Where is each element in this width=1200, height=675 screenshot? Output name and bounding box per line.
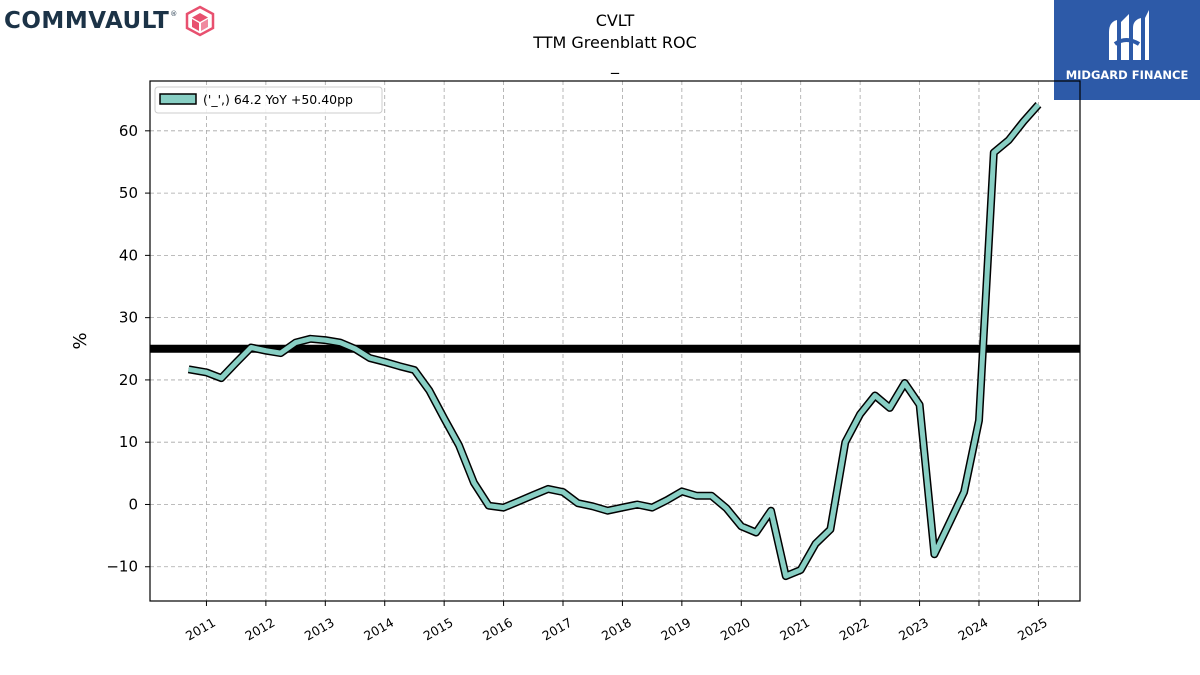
commvault-trademark: ® bbox=[170, 10, 178, 18]
x-tick-label: 2021 bbox=[777, 615, 812, 644]
y-tick-label: −10 bbox=[106, 558, 138, 576]
legend-entry-label: ('_',) 64.2 YoY +50.40pp bbox=[203, 92, 353, 107]
series-line bbox=[188, 103, 1041, 579]
x-tick-label: 2025 bbox=[1015, 615, 1050, 644]
commvault-logo-text: COMMVAULT bbox=[4, 8, 170, 34]
midgard-finance-text: MIDGARD FINANCE bbox=[1065, 68, 1189, 82]
x-tick-label: 2016 bbox=[480, 615, 515, 644]
x-tick-label: 2015 bbox=[421, 615, 456, 644]
x-tick-label: 2011 bbox=[183, 615, 218, 644]
x-tick-label: 2023 bbox=[896, 615, 931, 644]
x-tick-label: 2014 bbox=[361, 615, 396, 644]
midgard-monogram-icon bbox=[1109, 10, 1149, 60]
x-tick-label: 2024 bbox=[955, 615, 990, 644]
y-tick-label: 20 bbox=[119, 371, 138, 389]
y-tick-label: 30 bbox=[119, 309, 138, 327]
x-tick-label: 2013 bbox=[302, 615, 337, 644]
series-group bbox=[187, 102, 1042, 581]
plot-frame bbox=[149, 80, 1081, 602]
legend-swatch bbox=[159, 93, 197, 105]
x-tick-label: 2012 bbox=[242, 615, 277, 644]
chart-subtitle-underscore: _ bbox=[610, 55, 620, 75]
y-tick-label: 10 bbox=[119, 433, 138, 451]
midgard-finance-logo: MIDGARD FINANCE bbox=[1054, 0, 1200, 100]
legend: ('_',) 64.2 YoY +50.40pp bbox=[154, 86, 383, 114]
y-gridlines bbox=[150, 130, 1080, 568]
y-axis-ticks: −10 0 10 20 30 40 50 60 bbox=[106, 122, 150, 576]
y-tick-label: 0 bbox=[128, 495, 138, 513]
y-tick-label: 40 bbox=[119, 246, 138, 264]
chart-subtitle: TTM Greenblatt ROC bbox=[532, 33, 697, 52]
legend-box bbox=[154, 86, 383, 114]
chart-title: CVLT bbox=[596, 11, 635, 30]
x-tick-label: 2017 bbox=[539, 615, 574, 644]
x-tick-label: 2019 bbox=[658, 615, 693, 644]
x-tick-label: 2022 bbox=[837, 615, 872, 644]
y-axis-label: % bbox=[70, 332, 91, 349]
y-tick-label: 50 bbox=[119, 184, 138, 202]
commvault-cube-icon bbox=[186, 5, 215, 37]
x-tick-label: 2020 bbox=[718, 615, 753, 644]
commvault-logo: COMMVAULT ® bbox=[4, 4, 215, 38]
y-tick-label: 60 bbox=[119, 122, 138, 140]
x-axis-ticks: 2011 2012 2013 2014 2015 2016 2017 2018 2019 2020… bbox=[183, 601, 1050, 644]
x-tick-label: 2018 bbox=[599, 615, 634, 644]
